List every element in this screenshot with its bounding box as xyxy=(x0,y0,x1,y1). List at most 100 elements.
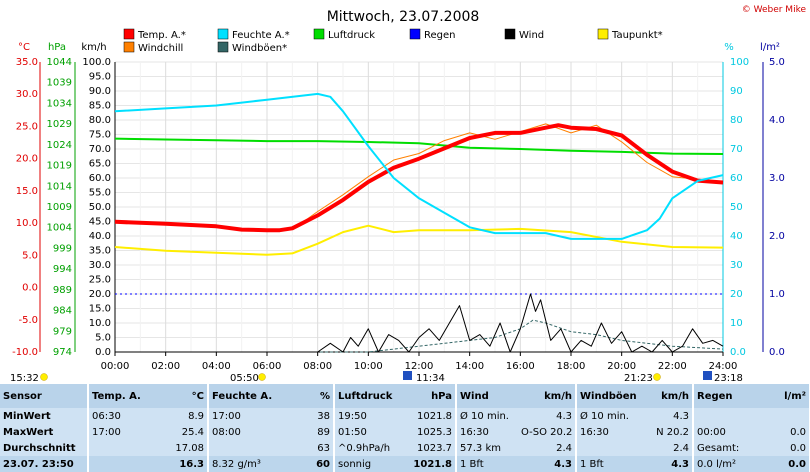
stats-cell: 57.3 km xyxy=(460,442,501,454)
stats-cell: 63 xyxy=(280,440,335,456)
stats-cell: 1023.7 xyxy=(404,440,457,456)
axis-tick-label: 3.0 xyxy=(769,173,785,184)
stats-cell: 25.4 xyxy=(153,424,209,440)
axis-unit: l/m² xyxy=(760,42,780,53)
axis-tick-label: 999 xyxy=(53,243,72,254)
axis-tick-label: 1004 xyxy=(47,223,72,234)
series-line-5 xyxy=(115,293,724,353)
legend-label: Regen xyxy=(424,30,456,41)
sun-icon xyxy=(258,373,266,381)
axis-tick-label: 20 xyxy=(730,289,743,300)
stats-row: 23.07. 23:50 16.3 8.32 g/m³ 60 sonnig 1021.8 1… xyxy=(0,456,810,472)
axis-tick-label: 1009 xyxy=(47,202,72,213)
stats-cell: 8.9 xyxy=(153,408,209,424)
axis-unit: °C xyxy=(18,42,30,53)
axis-tick-label: 70 xyxy=(730,144,743,155)
x-tick-label: 20:00 xyxy=(607,361,636,372)
axis-tick-label: 80.0 xyxy=(89,115,111,126)
axis-tick-label: 25.0 xyxy=(89,275,111,286)
x-tick-label: 02:00 xyxy=(151,361,180,372)
x-tick-label: 14:00 xyxy=(455,361,484,372)
stats-cell: 16:30 xyxy=(580,426,609,438)
stats-cell: Ø 10 min. xyxy=(580,410,629,422)
legend-swatch xyxy=(597,28,609,40)
stats-cell: N 20.2 xyxy=(644,424,694,440)
stats-cell xyxy=(88,440,153,456)
stats-cell: ^0.9hPa/h xyxy=(338,442,391,454)
stats-cell: Ø 10 min. xyxy=(460,410,509,422)
stats-cell: 1 Bft xyxy=(456,456,518,472)
axis-tick-label: 4.0 xyxy=(769,115,785,126)
x-tick-label: 12:00 xyxy=(405,361,434,372)
axis-tick-label: 0.0 xyxy=(95,347,111,358)
axis-tick-label: 50.0 xyxy=(89,202,111,213)
chart-title: Mittwoch, 23.07.2008 xyxy=(327,9,480,25)
legend-label: Windböen* xyxy=(232,43,287,54)
marker-time: 23:18 xyxy=(714,373,743,383)
stats-cell: 4.3 xyxy=(644,456,694,472)
x-tick-label: 22:00 xyxy=(658,361,687,372)
stats-cell: Regen xyxy=(693,384,759,408)
x-axis: 00:00 02:00 04:00 06:00 08:00 10:00 12:00 14:00… xyxy=(101,352,738,372)
legend-label: Wind xyxy=(519,30,544,41)
stats-cell: 60 xyxy=(280,456,335,472)
moon-icon xyxy=(703,371,712,380)
series-line-1 xyxy=(114,92,724,240)
marker-time: 15:32 xyxy=(10,373,39,383)
stats-cell xyxy=(208,440,280,456)
stats-cell: 1021.8 xyxy=(404,408,457,424)
stats-cell: 00:00 xyxy=(697,426,726,438)
axis-tick-label: 1014 xyxy=(47,181,72,192)
stats-cell xyxy=(576,440,644,456)
x-tick-label: 08:00 xyxy=(303,361,332,372)
stats-cell: 0.0 l/m² xyxy=(693,456,759,472)
legend-swatch xyxy=(217,41,229,53)
axis-tick-label: 1034 xyxy=(47,98,72,109)
axis-tick-label: 60.0 xyxy=(89,173,111,184)
axis-tick-label: 2.0 xyxy=(769,231,785,242)
axis-tick-label: 1019 xyxy=(47,161,72,172)
x-tick-label: 10:00 xyxy=(354,361,383,372)
stats-cell: km/h xyxy=(644,384,694,408)
axis-tick-label: 40.0 xyxy=(89,231,111,242)
stats-header-row: Sensor Temp. A. °C Feuchte A.% Luftdruck hPa W… xyxy=(0,384,810,408)
axis-tick-label: 35.0 xyxy=(16,57,38,68)
stats-cell: Temp. A. xyxy=(88,384,153,408)
stats-cell: MaxWert xyxy=(0,424,89,440)
stats-cell: 16:30 xyxy=(460,426,489,438)
stats-cell: 16.3 xyxy=(153,456,209,472)
axis-tick-label: 974 xyxy=(53,347,72,358)
axis-tick-label: 85.0 xyxy=(89,101,111,112)
axis-tick-label: 10.0 xyxy=(16,218,38,229)
stats-cell: 0.0 xyxy=(759,440,810,456)
stats-row: MinWert 06:30 8.9 17:00 38 19:50 1021.8 Ø 10 mi… xyxy=(0,408,810,424)
brand-label: © Weber Mike xyxy=(742,5,807,15)
axis-tick-label: 40 xyxy=(730,231,743,242)
axis-unit: % xyxy=(724,42,734,53)
stats-cell: 17:00 xyxy=(212,410,241,422)
stats-cell xyxy=(759,408,810,424)
axis-tick-label: 30 xyxy=(730,260,743,271)
stats-cell: 17.08 xyxy=(153,440,209,456)
stats-cell: km/h xyxy=(518,384,577,408)
moon-icon xyxy=(403,371,412,380)
legend-swatch xyxy=(123,41,135,53)
x-tick-label: 18:00 xyxy=(557,361,586,372)
axis-tick-label: 75.0 xyxy=(89,130,111,141)
x-tick-label: 24:00 xyxy=(709,361,738,372)
legend-swatch xyxy=(217,28,229,40)
stats-cell: Feuchte A. xyxy=(208,384,280,408)
plot-area xyxy=(114,92,724,353)
stats-cell xyxy=(88,456,153,472)
axis-tick-label: 70.0 xyxy=(89,144,111,155)
axis-units: °C hPa km/h% l/m² xyxy=(18,42,780,53)
axis-tick-label: 5.0 xyxy=(769,57,785,68)
axis-tick-label: 0.0 xyxy=(769,347,785,358)
legend-label: Taupunkt* xyxy=(611,30,663,41)
stats-cell: 17:00 xyxy=(92,426,121,438)
stats-cell: 4.3 xyxy=(518,408,577,424)
stats-cell: 4.3 xyxy=(644,408,694,424)
stats-cell: 2.4 xyxy=(518,440,577,456)
axis-tick-label: 80 xyxy=(730,115,743,126)
axis-tick-label: 15.0 xyxy=(16,186,38,197)
